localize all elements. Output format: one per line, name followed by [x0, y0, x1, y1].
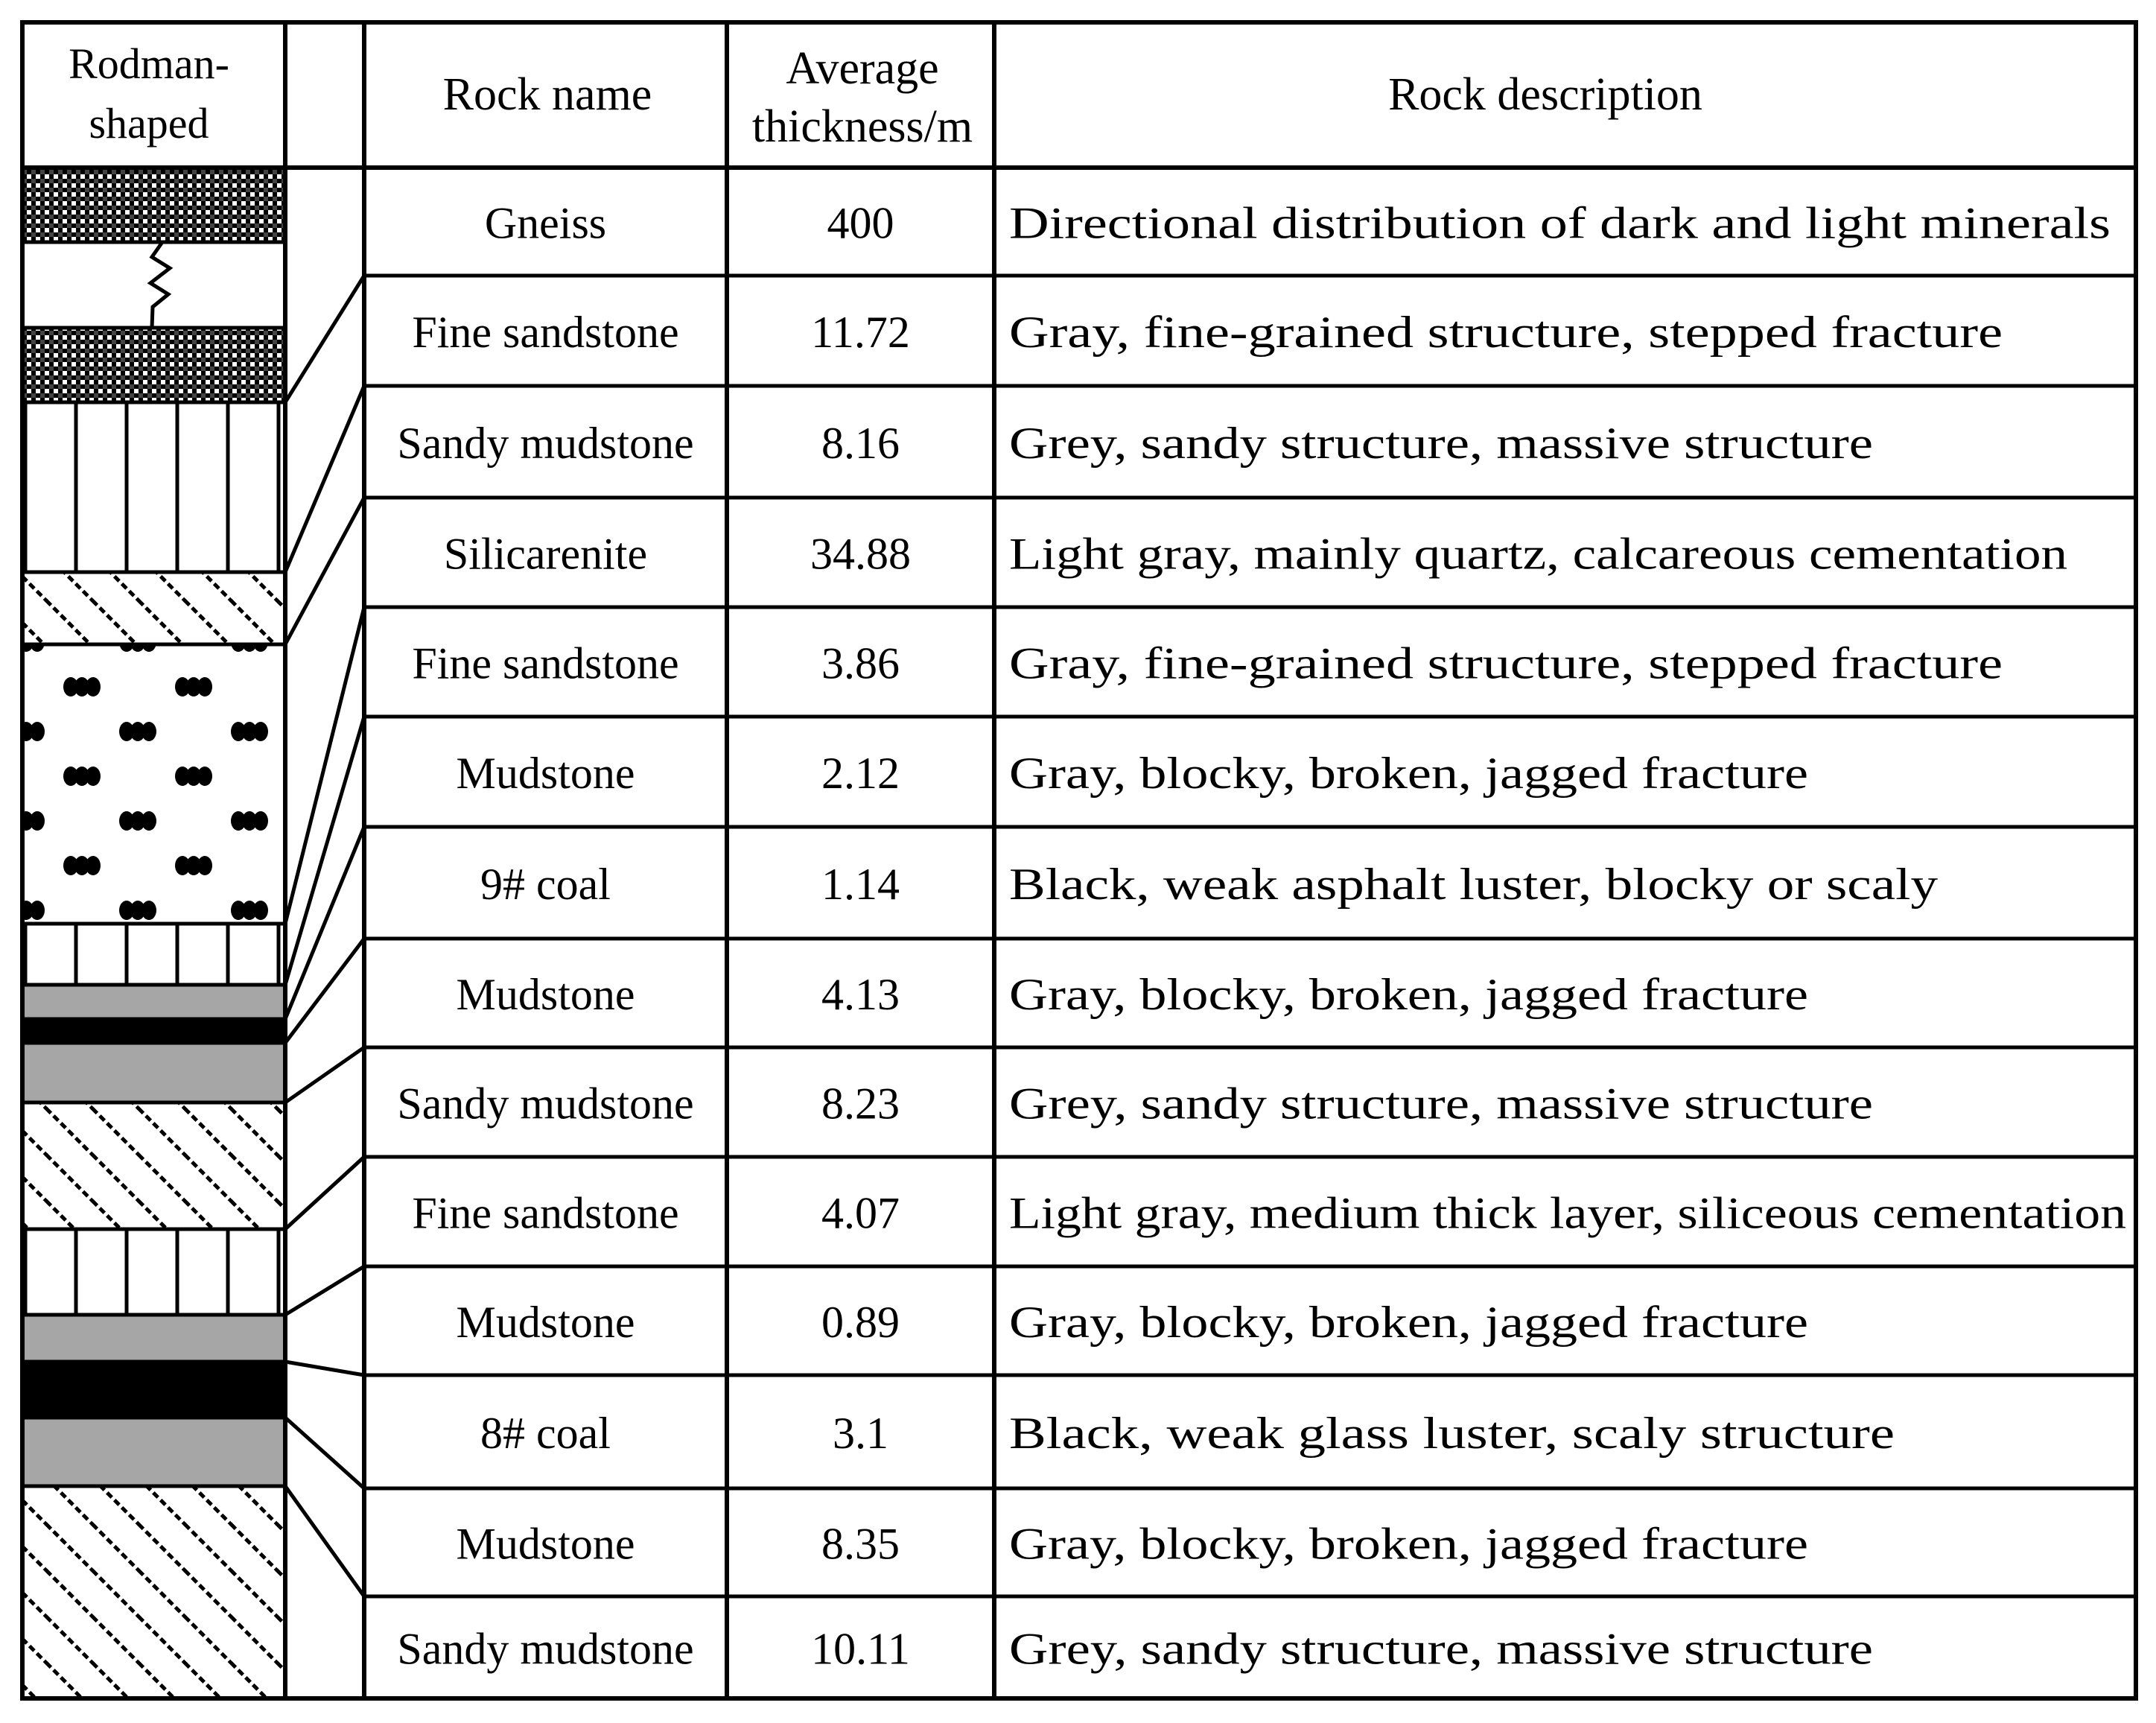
description-cell: Light gray, medium thick layer, siliceou… — [1009, 1189, 2126, 1238]
thickness-cell: 4.13 — [821, 970, 900, 1019]
description-cell: Gray, fine-grained structure, stepped fr… — [1009, 639, 2003, 688]
rock-name-cell: Sandy mudstone — [397, 1625, 693, 1674]
description-cell: Gray, blocky, broken, jagged fracture — [1009, 970, 1808, 1019]
connector-line-5 — [283, 716, 366, 986]
rock-name-cell: Mudstone — [457, 749, 635, 798]
rock-name-cell: Mudstone — [457, 970, 635, 1019]
log-mudstone-2 — [20, 1041, 287, 1105]
table-grid — [20, 20, 2138, 1701]
table-row: Sandy mudstone 8.23 Grey, sandy structure,… — [397, 1079, 1873, 1129]
log-sandy-mudstone-2 — [20, 1100, 287, 1231]
layer-connector-lines — [283, 274, 366, 1598]
log-gneiss-bottom — [20, 326, 287, 404]
description-cell: Gray, fine-grained structure, stepped fr… — [1009, 308, 2003, 357]
table-rows: Gneiss 400 Directional distribution of dar… — [397, 199, 2126, 1674]
table-row: Mudstone 8.35 Gray, blocky, broken, jagged… — [457, 1520, 1809, 1569]
table-row: Gneiss 400 Directional distribution of dar… — [485, 199, 2111, 248]
rock-name-cell: Sandy mudstone — [397, 419, 693, 468]
rock-name-cell: Fine sandstone — [412, 1189, 678, 1238]
connector-line-1 — [283, 274, 366, 404]
connector-line-2 — [283, 385, 366, 573]
rock-name-cell: Gneiss — [485, 199, 606, 248]
connector-line-3 — [283, 496, 366, 646]
thickness-cell: 8.16 — [821, 419, 900, 468]
thickness-cell: 1.14 — [821, 860, 900, 909]
fault-zigzag-icon — [147, 241, 174, 329]
connector-line-9 — [284, 1155, 366, 1231]
header-thickness-line2: thickness/m — [752, 101, 973, 152]
thickness-cell: 0.89 — [821, 1298, 900, 1347]
thickness-cell: 400 — [827, 199, 894, 248]
description-cell: Black, weak asphalt luster, blocky or sc… — [1009, 860, 1938, 909]
log-sandy-mudstone-3 — [20, 1484, 287, 1701]
log-fine-sandstone-3 — [20, 1227, 287, 1317]
thickness-cell: 3.1 — [833, 1409, 888, 1458]
connector-line-4 — [283, 606, 366, 924]
table-row: Mudstone 2.12 Gray, blocky, broken, jagged… — [457, 749, 1809, 798]
table-row: Fine sandstone 3.86 Gray, fine-grained str… — [412, 639, 2003, 688]
connector-line-7 — [284, 937, 366, 1044]
table-row: Fine sandstone 4.07 Light gray, medium thi… — [412, 1189, 2126, 1238]
lithology-log — [20, 165, 287, 1701]
log-coal-9 — [20, 1017, 287, 1045]
header-description: Rock description — [1388, 69, 1702, 120]
thickness-cell: 8.35 — [821, 1520, 900, 1569]
table-row: Fine sandstone 11.72 Gray, fine-grained st… — [412, 308, 2003, 357]
rock-name-cell: Fine sandstone — [412, 639, 678, 688]
rock-name-cell: Silicarenite — [444, 530, 647, 579]
table-row: Silicarenite 34.88 Light gray, mainly quar… — [444, 530, 2067, 579]
rock-name-cell: 8# coal — [480, 1409, 611, 1458]
rock-name-cell: 9# coal — [480, 860, 611, 909]
thickness-cell: 11.72 — [811, 308, 910, 357]
description-cell: Black, weak glass luster, scaly structur… — [1009, 1409, 1895, 1458]
table-border — [20, 20, 2138, 1701]
description-cell: Grey, sandy structure, massive structure — [1009, 1079, 1873, 1129]
description-cell: Directional distribution of dark and lig… — [1009, 199, 2111, 248]
description-cell: Gray, blocky, broken, jagged fracture — [1009, 1298, 1808, 1347]
log-coal-8 — [20, 1359, 287, 1420]
thickness-cell: 3.86 — [821, 639, 900, 688]
table-row: 9# coal 1.14 Black, weak asphalt luster, b… — [480, 860, 1938, 909]
header-rock-name: Rock name — [443, 69, 652, 120]
log-mudstone-3 — [20, 1313, 287, 1364]
header-log-line2: shaped — [89, 99, 209, 147]
connector-line-10 — [284, 1264, 366, 1317]
description-cell: Grey, sandy structure, massive structure — [1009, 1625, 1873, 1674]
rock-name-cell: Sandy mudstone — [397, 1079, 693, 1129]
log-sandy-mudstone — [20, 570, 287, 647]
thickness-cell: 4.07 — [821, 1189, 900, 1238]
description-cell: Grey, sandy structure, massive structure — [1009, 419, 1873, 468]
connector-line-12 — [284, 1416, 366, 1490]
thickness-cell: 2.12 — [821, 749, 900, 798]
log-fine-sandstone-2 — [20, 921, 287, 987]
connector-line-11 — [284, 1359, 365, 1377]
rock-name-cell: Mudstone — [457, 1298, 635, 1347]
connector-line-13 — [283, 1485, 366, 1598]
log-fine-sandstone — [20, 400, 287, 574]
rock-name-cell: Fine sandstone — [412, 308, 678, 357]
thickness-cell: 8.23 — [821, 1079, 900, 1129]
header-log-line1: Rodman- — [69, 39, 229, 88]
thickness-cell: 10.11 — [811, 1625, 910, 1674]
description-cell: Gray, blocky, broken, jagged fracture — [1009, 1520, 1808, 1569]
table-row: 8# coal 3.1 Black, weak glass luster, scal… — [480, 1409, 1895, 1458]
description-cell: Gray, blocky, broken, jagged fracture — [1009, 749, 1808, 798]
log-mudstone — [20, 983, 287, 1021]
description-cell: Light gray, mainly quartz, calcareous ce… — [1009, 530, 2067, 579]
rock-name-cell: Mudstone — [457, 1520, 635, 1569]
table-row: Mudstone 0.89 Gray, blocky, broken, jagged… — [457, 1298, 1809, 1347]
table-row: Mudstone 4.13 Gray, blocky, broken, jagged… — [457, 970, 1809, 1019]
connector-line-6 — [283, 826, 366, 1020]
log-silicarenite — [20, 642, 287, 926]
header-thickness-line1: Average — [786, 43, 938, 94]
thickness-cell: 34.88 — [810, 530, 911, 579]
table-row: Sandy mudstone 8.16 Grey, sandy structure,… — [397, 419, 1873, 468]
connector-line-8 — [284, 1045, 366, 1105]
log-gneiss-top — [20, 165, 287, 244]
log-mudstone-4 — [20, 1415, 287, 1488]
table-row: Sandy mudstone 10.11 Grey, sandy structure… — [397, 1625, 1873, 1674]
